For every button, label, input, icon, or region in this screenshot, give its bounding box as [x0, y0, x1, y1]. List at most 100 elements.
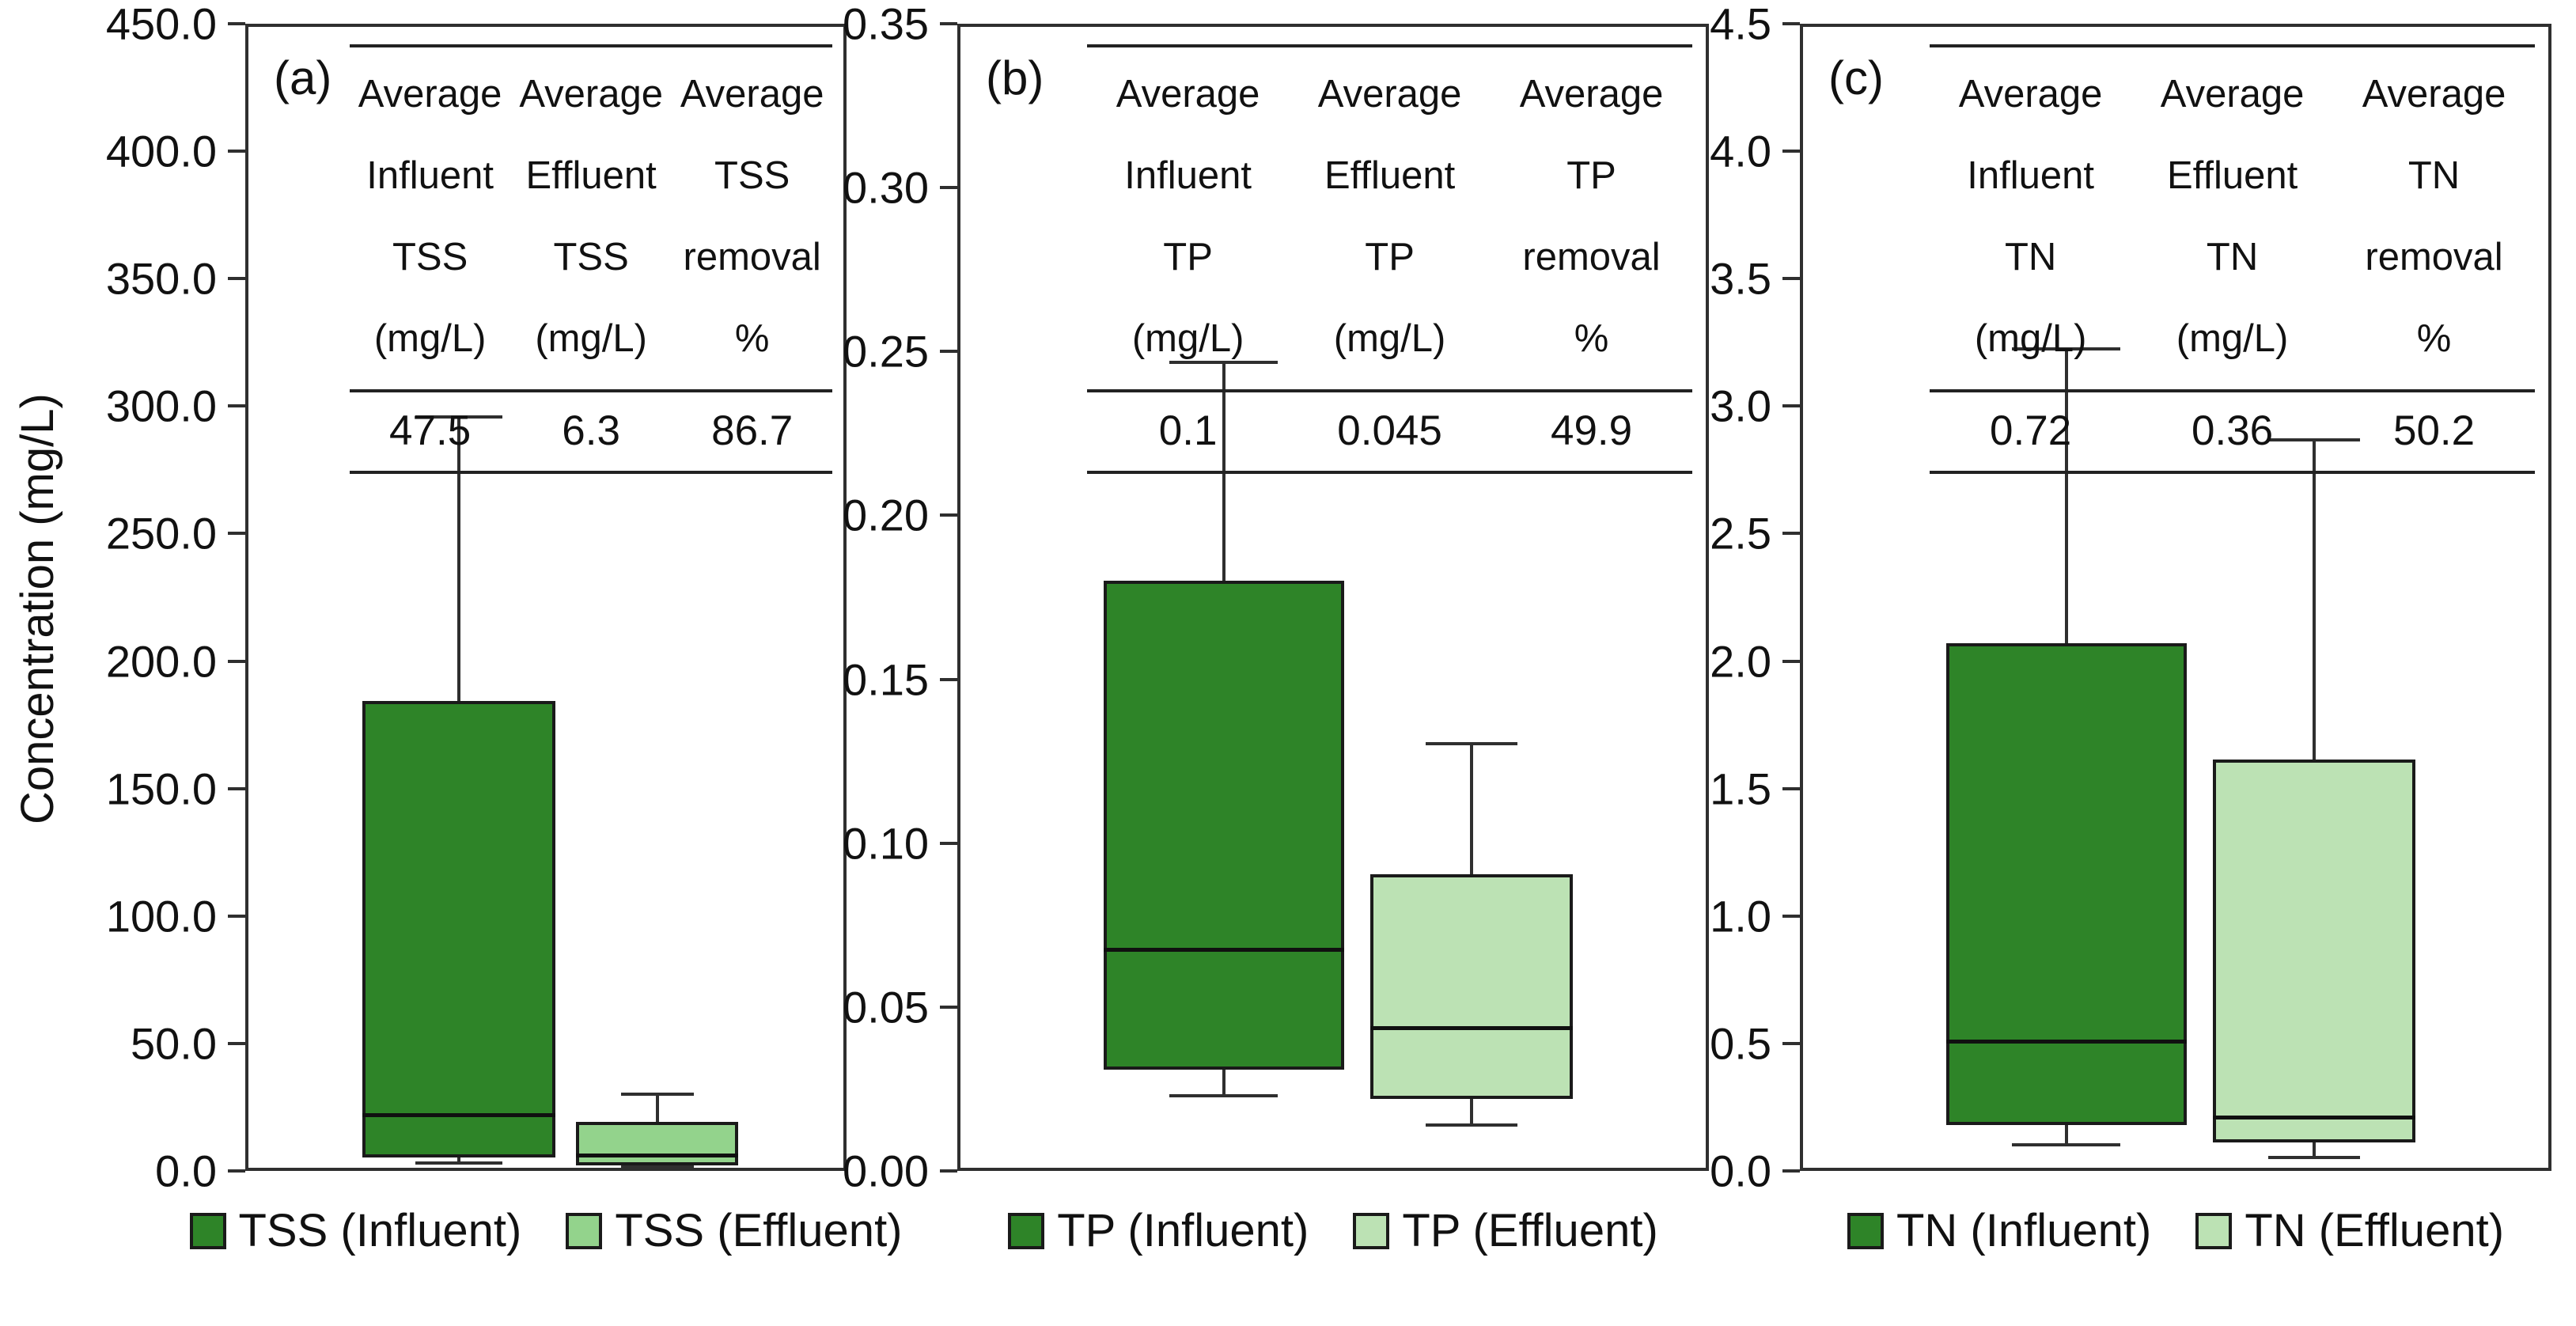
effluent-upper-whisker-cap — [620, 1093, 694, 1096]
legend-item-effluent: TN (Effluent) — [2195, 1204, 2504, 1257]
y-axis-tick-label: 200.0 — [105, 636, 217, 687]
inset-table-header-line: TSS — [553, 235, 629, 278]
y-axis-tick-label: 0.20 — [843, 490, 929, 540]
y-axis-tick-mark — [228, 150, 245, 153]
inset-table-value-row: 47.5 6.3 86.7 — [350, 392, 833, 471]
y-axis-tick-label: 0.5 — [1710, 1018, 1771, 1069]
y-axis-tick-label: 350.0 — [105, 253, 217, 304]
y-axis-tick-mark — [940, 678, 957, 681]
panels: 450.0 400.0 350.0 300.0 250.0 200.0 150.0 100.0… — [75, 0, 2551, 1257]
y-axis-title: Concentration (mg/L) — [12, 393, 63, 825]
panel-b: 0.35 0.30 0.25 0.20 0.15 0.10 0.05 0.00 (b) Avera… — [843, 0, 1709, 1257]
influent-upper-whisker — [457, 417, 460, 701]
legend-swatch-influent — [189, 1212, 226, 1249]
y-axis-tick-mark — [940, 1006, 957, 1009]
influent-lower-whisker-cap — [1169, 1094, 1278, 1097]
effluent-upper-whisker — [1470, 744, 1473, 874]
inset-table-header-line: Influent — [1967, 153, 2094, 197]
plot-area-b: (b) Average Influent TP (mg/L) Average Effluen… — [957, 24, 1709, 1171]
effluent-lower-whisker — [1470, 1099, 1473, 1125]
y-axis-tick-label: 2.0 — [1710, 636, 1771, 687]
legend-label: TN (Effluent) — [2245, 1205, 2505, 1256]
legend-c: TN (Influent) TN (Effluent) — [1800, 1204, 2551, 1257]
panel-label: (b) — [986, 51, 1044, 104]
inset-table-header-cell: Average TN removal% — [2333, 54, 2535, 380]
inset-table-header-line: (mg/L) — [535, 316, 647, 360]
inset-table-value-cell: 49.9 — [1550, 407, 1633, 454]
y-axis-tick-label: 0.35 — [843, 0, 929, 49]
inset-table-header-line: Average — [1958, 73, 2103, 116]
y-axis-tick-mark — [228, 277, 245, 280]
effluent-box — [1369, 874, 1574, 1099]
y-axis-a: 450.0 400.0 350.0 300.0 250.0 200.0 150.0 100.0… — [75, 0, 245, 1196]
influent-box — [1945, 643, 2187, 1125]
legend-swatch-effluent — [2195, 1212, 2233, 1249]
inset-table-header-cell: Average TP removal% — [1491, 54, 1692, 380]
y-axis-tick-label: 4.5 — [1710, 0, 1771, 49]
y-axis-tick-mark — [1782, 1169, 1800, 1173]
effluent-median-line — [576, 1154, 739, 1157]
inset-table-header-line: TSS — [392, 235, 468, 278]
y-axis-tick-mark — [228, 787, 245, 790]
y-axis-tick-label: 300.0 — [105, 381, 217, 431]
plot-area-a: (a) Average Influent TSS (mg/L) Average Efflue… — [245, 24, 847, 1171]
influent-lower-whisker — [1222, 1070, 1225, 1096]
influent-lower-whisker — [457, 1157, 460, 1163]
legend-label: TSS (Influent) — [238, 1205, 522, 1256]
inset-table-value-cell: 86.7 — [711, 407, 794, 454]
inset-table-header-cell: Average Influent TSS (mg/L) — [350, 54, 511, 380]
y-axis-b: 0.35 0.30 0.25 0.20 0.15 0.10 0.05 0.00 — [843, 0, 957, 1196]
inset-table-header-cell: Average Effluent TSS (mg/L) — [510, 54, 672, 380]
y-axis-tick-label: 450.0 — [105, 0, 217, 49]
y-axis-tick-label: 50.0 — [131, 1018, 217, 1069]
inset-table-header-line: removal — [2365, 235, 2503, 278]
inset-table-header-line: Average — [519, 73, 663, 116]
inset-table-header-line: % — [1574, 316, 1609, 360]
inset-table-value-cell: 50.2 — [2392, 407, 2476, 454]
inset-table-value-cell: 0.36 — [2191, 407, 2274, 454]
y-axis-tick-mark — [228, 660, 245, 663]
legend-item-influent: TSS (Influent) — [189, 1204, 522, 1257]
influent-lower-whisker-cap — [2012, 1143, 2120, 1146]
inset-table-header-line: (mg/L) — [373, 316, 487, 360]
inset-table-header-line: TN — [2206, 235, 2259, 278]
influent-lower-whisker — [2064, 1125, 2068, 1145]
influent-median-line — [1945, 1040, 2187, 1044]
inset-table-header-line: removal — [683, 235, 821, 278]
y-axis-tick-mark — [1782, 660, 1800, 663]
y-axis-tick-label: 0.25 — [843, 326, 929, 377]
effluent-upper-whisker-cap — [2268, 438, 2360, 441]
inset-table-value-cell: 0.045 — [1337, 407, 1442, 454]
inset-table-header-line: Effluent — [1324, 153, 1456, 197]
legend-swatch-effluent — [1353, 1212, 1390, 1249]
y-axis-tick-mark — [228, 22, 245, 25]
y-axis-tick-mark — [228, 404, 245, 407]
y-axis-tick-mark — [1782, 22, 1800, 25]
inset-table-value-cell: 0.1 — [1158, 407, 1218, 454]
y-axis-tick-mark — [228, 532, 245, 535]
inset-table-header-cell: Average Influent TP (mg/L) — [1087, 54, 1289, 380]
y-axis-tick-mark — [1782, 787, 1800, 790]
inset-table-header-line: Average — [358, 73, 502, 116]
y-axis-tick-mark — [228, 915, 245, 918]
y-axis-tick-mark — [940, 22, 957, 25]
y-axis-tick-label: 250.0 — [105, 508, 217, 559]
panel-label: (a) — [274, 51, 332, 104]
y-axis-tick-mark — [228, 1042, 245, 1045]
inset-table-header-line: Average — [1317, 73, 1462, 116]
legend-label: TSS (Effluent) — [615, 1205, 903, 1256]
legend-item-influent: TP (Influent) — [1008, 1204, 1309, 1257]
inset-table-a: Average Influent TSS (mg/L) Average Effluent T… — [349, 44, 833, 474]
y-axis-tick-mark — [1782, 915, 1800, 918]
legend-label: TP (Influent) — [1057, 1205, 1309, 1256]
inset-table-header-cell: Average Effluent TP (mg/L) — [1289, 54, 1491, 380]
y-axis-tick-label: 0.00 — [843, 1146, 929, 1196]
effluent-lower-whisker-cap — [1426, 1123, 1517, 1127]
inset-table-header-line: Average — [1519, 73, 1664, 116]
legend-b: TP (Influent) TP (Effluent) — [957, 1204, 1709, 1257]
inset-table-header-cell: Average Influent TN (mg/L) — [1930, 54, 2131, 380]
plot-area-c: (c) Average Influent TN (mg/L) Average Effluen… — [1800, 24, 2551, 1171]
influent-lower-whisker-cap — [415, 1161, 502, 1165]
influent-median-line — [1103, 948, 1344, 952]
